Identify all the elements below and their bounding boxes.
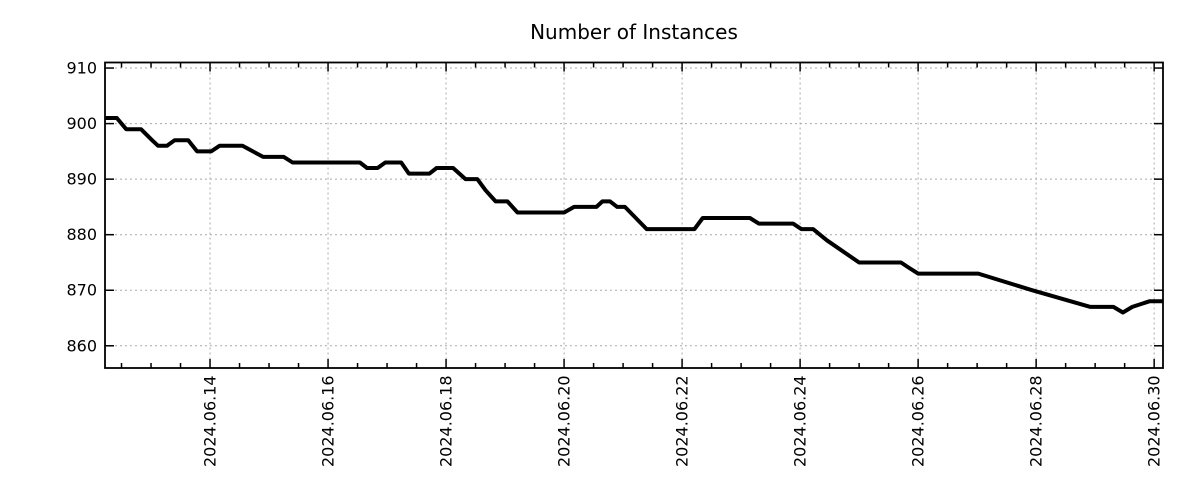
x-tick-label: 2024.06.20 [555, 375, 574, 467]
y-tick-label: 870 [66, 281, 97, 300]
chart-title: Number of Instances [530, 20, 738, 44]
x-tick-label: 2024.06.28 [1027, 375, 1046, 467]
y-tick-label: 900 [66, 114, 97, 133]
data-line [105, 116, 1163, 315]
y-tick-label: 890 [66, 170, 97, 189]
x-tick-label: 2024.06.16 [319, 375, 338, 467]
x-tick-label: 2024.06.18 [437, 375, 456, 467]
x-tick-label: 2024.06.24 [791, 375, 810, 467]
y-tick-label: 880 [66, 225, 97, 244]
x-tick-label: 2024.06.30 [1145, 375, 1164, 467]
x-tick-label: 2024.06.14 [201, 375, 220, 467]
y-tick-label: 860 [66, 336, 97, 355]
y-tick-label: 910 [66, 59, 97, 78]
y-axis-labels: 860 870 880 890 900 910 [66, 59, 97, 356]
x-tick-label: 2024.06.26 [909, 375, 928, 467]
x-axis-labels: 2024.06.14 2024.06.16 2024.06.18 2024.06.20… [201, 375, 1164, 467]
x-tick-label: 2024.06.22 [673, 375, 692, 467]
grid-lines [105, 62, 1163, 368]
plot-frame [104, 61, 1164, 369]
